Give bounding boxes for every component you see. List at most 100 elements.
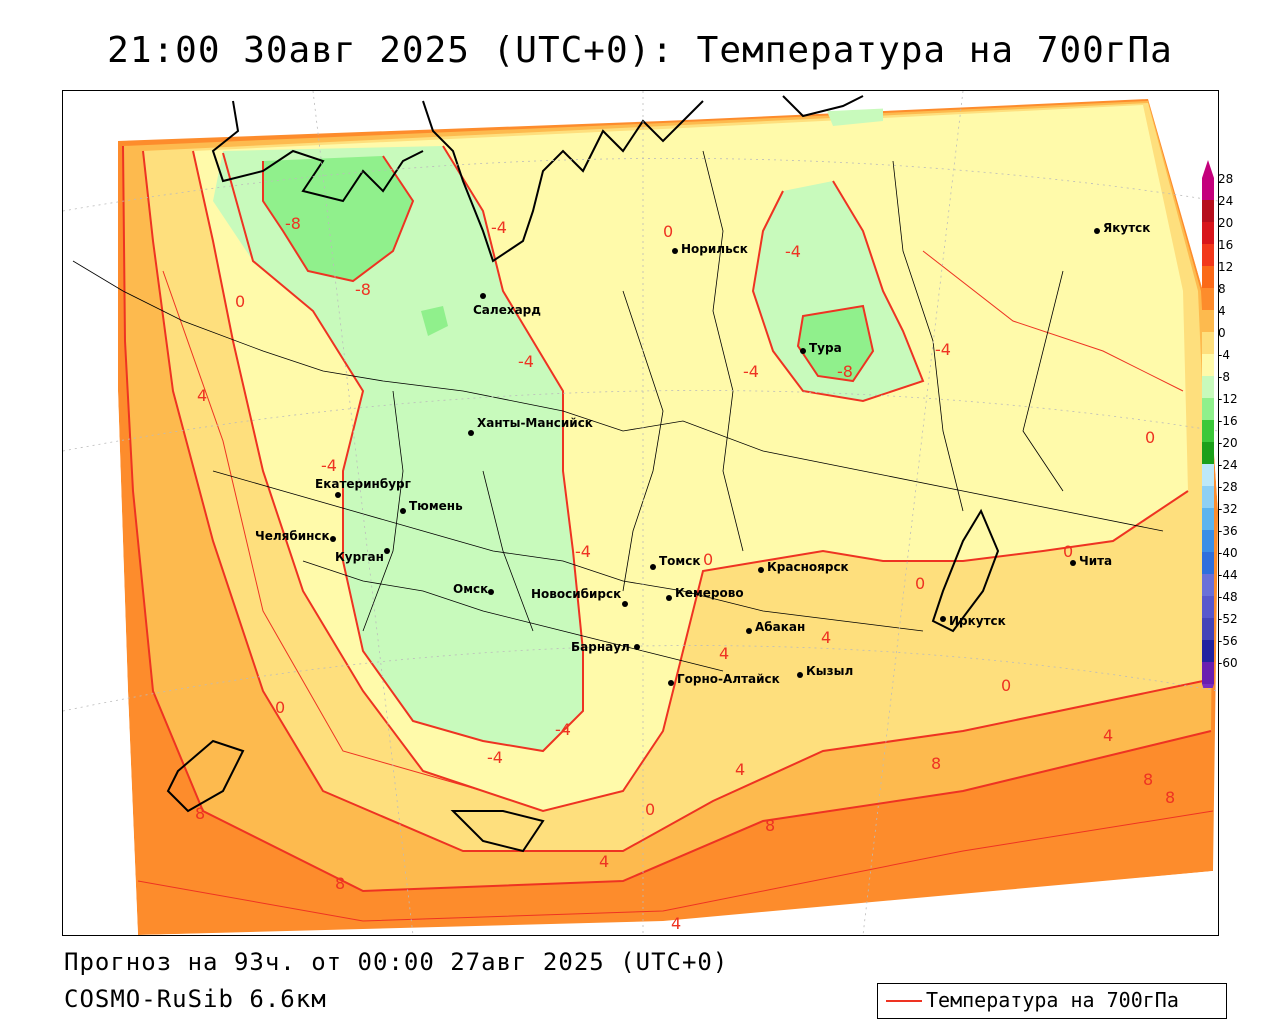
legend-bottom-arrow — [1202, 684, 1214, 702]
legend-swatch — [1202, 442, 1214, 464]
coastlines — [166, 95, 1000, 853]
legend-label: 8 — [1218, 282, 1226, 296]
svg-text:Якутск: Якутск — [1103, 221, 1150, 235]
field-minus12-small — [421, 306, 448, 336]
svg-text:0: 0 — [1063, 542, 1073, 561]
legend-label: -44 — [1218, 568, 1238, 582]
forecast-info: Прогноз на 93ч. от 00:00 27авг 2025 (UTC… — [64, 948, 729, 976]
legend-swatch — [1202, 530, 1214, 552]
city-barnaul: Барнаул — [571, 640, 640, 654]
city-kurgan: Курган — [335, 548, 390, 564]
svg-text:-4: -4 — [491, 218, 507, 237]
svg-text:Красноярск: Красноярск — [767, 560, 849, 574]
legend-label: -48 — [1218, 590, 1238, 604]
svg-text:0: 0 — [1145, 428, 1155, 447]
legend-label: 24 — [1218, 194, 1233, 208]
legend-swatch — [1202, 574, 1214, 596]
svg-text:Томск: Томск — [659, 554, 701, 568]
svg-text:4: 4 — [821, 628, 831, 647]
legend-label: -8 — [1218, 370, 1230, 384]
svg-text:4: 4 — [1103, 726, 1113, 745]
isotherms — [122, 145, 1214, 922]
svg-text:Абакан: Абакан — [755, 620, 805, 634]
legend-swatch — [1202, 332, 1214, 354]
svg-text:4: 4 — [671, 914, 681, 933]
page-title: 21:00 30авг 2025 (UTC+0): Температура на… — [107, 30, 1173, 71]
legend-swatch — [1202, 486, 1214, 508]
legend-label: 12 — [1218, 260, 1233, 274]
svg-text:Тура: Тура — [809, 341, 842, 355]
legend-swatch — [1202, 178, 1214, 200]
graticule — [63, 91, 1218, 935]
city-yakutsk: Якутск — [1094, 221, 1150, 235]
legend-swatch — [1202, 508, 1214, 530]
legend-label: 20 — [1218, 216, 1233, 230]
city-tomsk: Томск — [650, 554, 701, 570]
legend-swatch — [1202, 618, 1214, 640]
svg-text:0: 0 — [663, 222, 673, 241]
temperature-fields — [118, 96, 1218, 935]
legend-swatch — [1202, 376, 1214, 398]
legend-label: -28 — [1218, 480, 1238, 494]
svg-text:8: 8 — [195, 804, 205, 823]
svg-text:Курган: Курган — [335, 550, 384, 564]
svg-text:4: 4 — [735, 760, 745, 779]
legend-swatch — [1202, 398, 1214, 420]
svg-text:Кызыл: Кызыл — [806, 664, 853, 678]
legend-label: -12 — [1218, 392, 1238, 406]
line-legend: Температура на 700гПа — [877, 983, 1227, 1019]
city-kyzyl: Кызыл — [797, 664, 853, 678]
legend-label: 4 — [1218, 304, 1226, 318]
svg-text:4: 4 — [599, 852, 609, 871]
legend-top-arrow — [1202, 160, 1214, 178]
svg-text:Салехард: Салехард — [473, 303, 541, 317]
legend-swatch — [1202, 420, 1214, 442]
legend-label: -4 — [1218, 348, 1230, 362]
color-scale-svg: 28 24 20 16 12 8 4 0 -4 -8 -12 -16 -20 -24 -28 -32 -36 -4… — [1202, 160, 1238, 702]
legend-label: 28 — [1218, 172, 1233, 186]
svg-text:-4: -4 — [555, 720, 571, 739]
map-panel[interactable]: Якутск Норильск Салехард Тура Ханты-Манс… — [62, 90, 1219, 936]
svg-text:Ханты-Мансийск: Ханты-Мансийск — [477, 416, 593, 430]
city-salekhard: Салехард — [473, 293, 541, 317]
legend-label: -20 — [1218, 436, 1238, 450]
legend-swatch — [1202, 266, 1214, 288]
city-novosibirsk: Новосибирск — [531, 587, 628, 607]
svg-text:8: 8 — [931, 754, 941, 773]
legend-swatch — [1202, 200, 1214, 222]
svg-text:-8: -8 — [355, 280, 371, 299]
city-krasnoyarsk: Красноярск — [758, 560, 849, 574]
legend-label: 0 — [1218, 326, 1226, 340]
city-gorno-altaysk: Горно-Алтайск — [668, 672, 780, 686]
svg-text:0: 0 — [645, 800, 655, 819]
svg-text:Чита: Чита — [1079, 554, 1112, 568]
svg-text:-4: -4 — [487, 748, 503, 767]
svg-text:-4: -4 — [935, 340, 951, 359]
legend-swatch — [1202, 288, 1214, 310]
city-tura: Тура — [800, 341, 842, 355]
city-chita: Чита — [1070, 554, 1112, 568]
svg-text:Норильск: Норильск — [681, 242, 748, 256]
legend-swatch — [1202, 640, 1214, 662]
city-omsk: Омск — [453, 582, 494, 596]
temperature-map[interactable]: Якутск Норильск Салехард Тура Ханты-Манс… — [63, 91, 1218, 935]
svg-text:4: 4 — [719, 644, 729, 663]
svg-text:8: 8 — [765, 816, 775, 835]
field-minus8-east — [753, 181, 923, 401]
svg-text:Кемерово: Кемерово — [675, 586, 744, 600]
svg-text:Иркутск: Иркутск — [949, 614, 1006, 628]
svg-text:0: 0 — [275, 698, 285, 717]
city-ekaterinburg: Екатеринбург — [315, 477, 411, 498]
svg-text:Тюмень: Тюмень — [409, 499, 463, 513]
svg-text:Новосибирск: Новосибирск — [531, 587, 621, 601]
city-norilsk: Норильск — [672, 242, 748, 256]
svg-text:Омск: Омск — [453, 582, 488, 596]
legend-label: -52 — [1218, 612, 1238, 626]
city-kemerovo: Кемерово — [666, 586, 744, 601]
legend-swatch — [1202, 310, 1214, 332]
svg-text:0: 0 — [235, 292, 245, 311]
city-tyumen: Тюмень — [400, 499, 463, 514]
svg-text:8: 8 — [1143, 770, 1153, 789]
isotherm-labels: -8 -8 -4 -4 -4 -4 -4 -8 -4 -4 -4 0 0 0 0… — [195, 214, 1175, 933]
svg-text:-8: -8 — [285, 214, 301, 233]
